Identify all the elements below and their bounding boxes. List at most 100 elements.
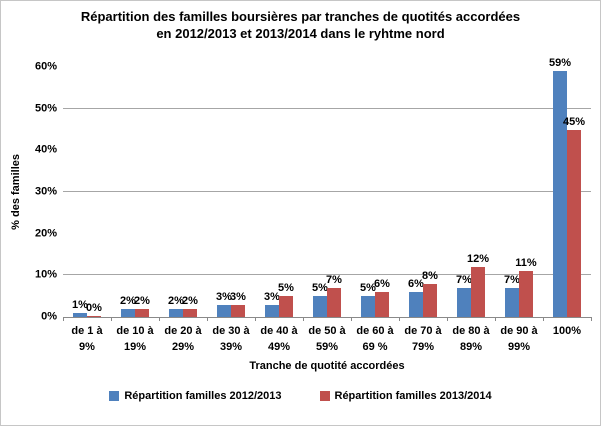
y-tick-label: 0%: [41, 310, 57, 323]
legend-swatch-icon: [319, 391, 330, 401]
bar-data-label: 2%: [134, 294, 150, 307]
bar-series2: [231, 304, 245, 317]
bar-data-label: 5%: [312, 282, 328, 295]
bar-series2: [87, 315, 101, 317]
bar-series2: [423, 283, 437, 317]
x-tick-label-line: 49%: [267, 341, 291, 353]
bar-data-label: 5%: [278, 282, 294, 295]
bar-data-label: 5%: [360, 282, 376, 295]
bar-data-label: 7%: [504, 273, 520, 286]
x-tick-label-line: 79%: [411, 341, 435, 353]
plot-area: 0% 10% 20% 30% 40% 50% 60% 1% 0% 2% 2% 2% 2% 3% 3% 3% 5%…: [35, 57, 592, 323]
x-tick-label-line: 39%: [219, 341, 243, 353]
gridline-30: [63, 191, 591, 192]
x-tick-label-line: 59%: [315, 341, 339, 353]
x-tick-label: de 1 à 9%: [61, 323, 113, 355]
bar-data-label: 1%: [72, 298, 88, 311]
x-tick-label: 100%: [541, 323, 593, 339]
x-tick-label: de 60 à 69 %: [349, 323, 401, 355]
bar-data-label: 12%: [466, 253, 490, 265]
x-tick-label-line: de 20 à: [164, 325, 202, 337]
x-tick-label-line: de 70 à: [404, 325, 442, 337]
x-tick-label-line: de 1 à: [71, 325, 103, 337]
legend-swatch-icon: [109, 391, 120, 401]
x-axis-tick: [351, 317, 352, 321]
chart-title-line1: Répartition des familles boursières par …: [80, 9, 521, 24]
bar-series1: [217, 304, 231, 317]
bar-series2: [471, 267, 485, 317]
bar-data-label: 59%: [548, 57, 572, 70]
bar-series1: [361, 296, 375, 317]
x-axis-tick-labels: de 1 à 9% de 10 à 19% de 20 à 29% de 30 à 39% de…: [63, 323, 591, 357]
y-tick-label: 10%: [34, 268, 57, 281]
x-tick-label-line: 9%: [79, 341, 95, 353]
bar-data-label: 0%: [86, 301, 102, 314]
x-tick-label: de 40 à 49%: [253, 323, 305, 355]
x-tick-label: de 30 à 39%: [205, 323, 257, 355]
bar-series1: [457, 287, 471, 317]
x-axis-tick: [63, 317, 64, 321]
x-tick-label-line: 69 %: [362, 341, 388, 353]
x-tick-label-line: 100%: [552, 325, 582, 337]
bar-data-label: 2%: [182, 294, 198, 307]
bar-series2: [135, 308, 149, 317]
legend: Répartition familles 2012/2013 Répartitio…: [1, 390, 600, 402]
y-tick-label: 40%: [34, 143, 57, 156]
x-tick-label-line: de 10 à: [116, 325, 154, 337]
legend-item-2: Répartition familles 2013/2014: [319, 390, 492, 402]
x-tick-label-line: de 50 à: [308, 325, 346, 337]
bar-data-label: 45%: [562, 115, 586, 128]
bar-series1: [505, 287, 519, 317]
bar-data-label: 2%: [168, 294, 184, 307]
bar-data-label: 6%: [408, 278, 424, 290]
bar-series1: [313, 296, 327, 317]
bar-data-label: 7%: [456, 273, 472, 286]
x-tick-label-line: 89%: [459, 341, 483, 353]
x-tick-label: de 70 à 79%: [397, 323, 449, 355]
legend-label: Répartition familles 2012/2013: [124, 390, 282, 402]
bar-series2: [375, 292, 389, 317]
y-tick-label: 50%: [34, 102, 57, 115]
bar-data-label: 8%: [422, 269, 438, 282]
x-tick-label-line: de 30 à: [212, 325, 250, 337]
x-axis-tick: [447, 317, 448, 321]
x-tick-label-line: 19%: [123, 341, 147, 353]
bar-data-label: 3%: [264, 290, 280, 303]
bar-series2: [279, 296, 293, 317]
x-tick-label-line: de 80 à: [452, 325, 490, 337]
y-tick-label: 20%: [34, 227, 57, 240]
x-tick-label: de 10 à 19%: [109, 323, 161, 355]
chart-title-line2: en 2012/2013 et 2013/2014 dans le ryhtme…: [156, 26, 445, 41]
x-axis-tick: [495, 317, 496, 321]
bar-data-label: 3%: [230, 290, 246, 303]
bar-data-label: 3%: [216, 290, 232, 303]
x-axis-tick: [159, 317, 160, 321]
bar-data-label: 6%: [374, 278, 390, 290]
bar-series1: [409, 292, 423, 317]
x-axis-tick: [207, 317, 208, 321]
legend-label: Répartition familles 2013/2014: [334, 390, 492, 402]
y-tick-label: 60%: [34, 60, 57, 73]
bar-series1: [265, 304, 279, 317]
bar-series2: [327, 287, 341, 317]
x-tick-label-line: 29%: [171, 341, 195, 353]
x-tick-label: de 50 à 59%: [301, 323, 353, 355]
x-axis-tick: [591, 317, 592, 321]
gridline-50: [63, 107, 591, 109]
x-tick-label-line: 99%: [507, 341, 531, 353]
chart-title: Répartition des familles boursières par …: [1, 8, 600, 42]
x-axis-tick: [303, 317, 304, 321]
bar-data-label: 7%: [326, 273, 342, 286]
x-tick-label-line: de 40 à: [260, 325, 298, 337]
bar-series2: [183, 308, 197, 317]
x-axis-tick: [255, 317, 256, 321]
legend-item-1: Répartition familles 2012/2013: [109, 390, 282, 402]
x-axis-tick: [399, 317, 400, 321]
x-axis-tick: [543, 317, 544, 321]
x-tick-label: de 90 à 99%: [493, 323, 545, 355]
x-axis-tick: [111, 317, 112, 321]
bar-series1: [73, 312, 87, 317]
bar-data-label: 11%: [515, 257, 537, 270]
x-tick-label: de 20 à 29%: [157, 323, 209, 355]
